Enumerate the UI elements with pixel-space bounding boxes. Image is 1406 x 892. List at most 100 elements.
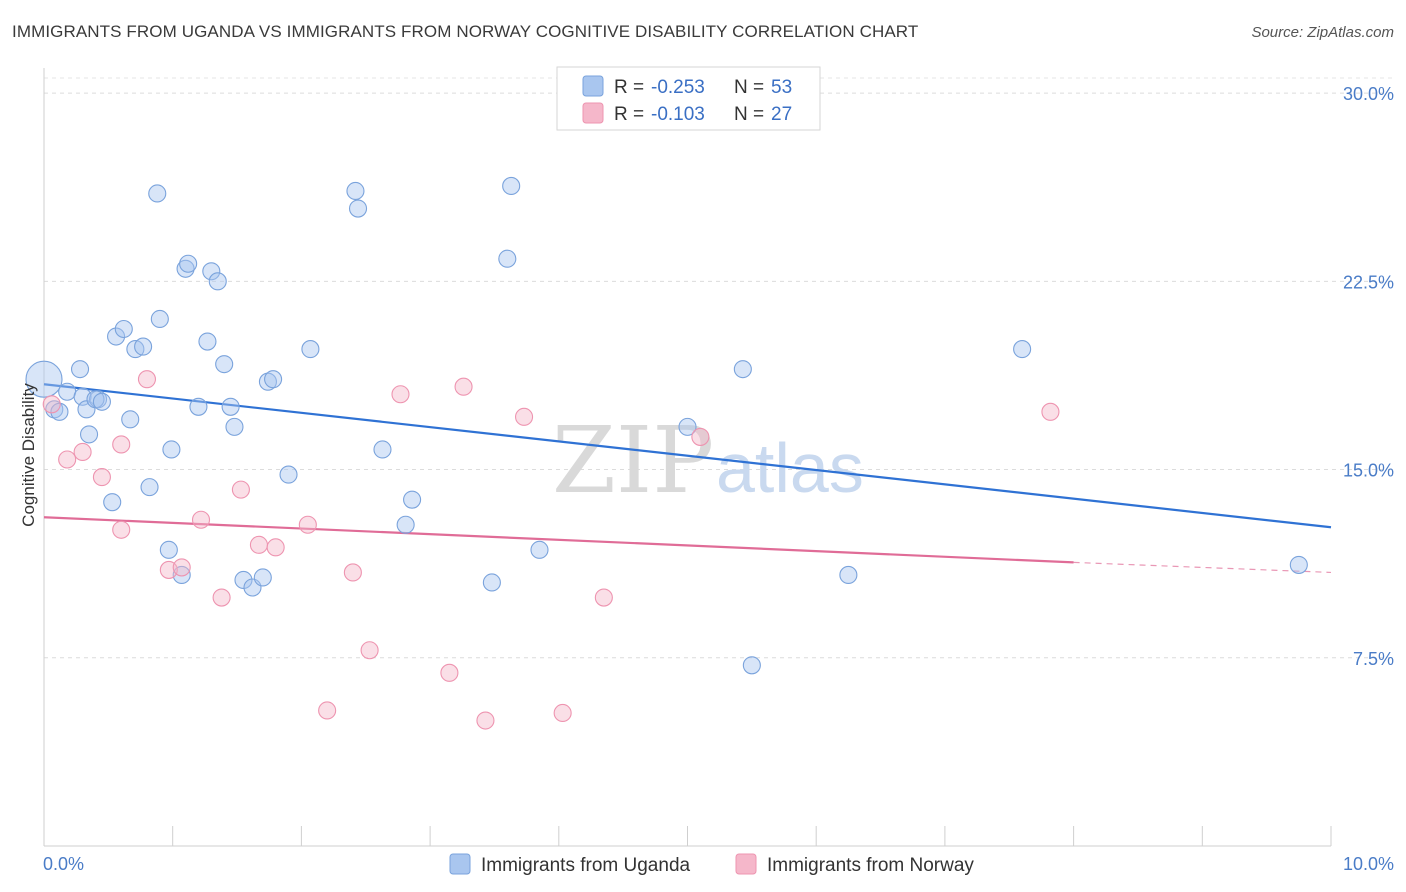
data-point-norway	[691, 427, 710, 446]
data-point-norway	[298, 515, 317, 534]
legend-r-label-uganda: R =	[614, 77, 644, 98]
data-point-uganda	[279, 465, 298, 484]
data-point-uganda	[70, 360, 90, 379]
top-legend: R = -0.253 N = 53 R = -0.103 N = 27	[556, 66, 821, 131]
watermark: ZIP atlas	[552, 407, 864, 514]
bottom-legend-swatch-uganda	[449, 853, 471, 875]
data-point-norway	[360, 641, 379, 660]
data-point-norway	[73, 442, 92, 462]
data-point-uganda	[114, 319, 133, 339]
data-point-uganda	[258, 372, 277, 391]
data-point-uganda	[502, 176, 521, 196]
data-point-uganda	[79, 425, 99, 444]
grid-layer	[44, 77, 1394, 659]
data-point-norway	[318, 701, 337, 720]
data-point-norway	[454, 377, 473, 396]
data-point-norway	[440, 663, 459, 682]
data-point-uganda	[530, 540, 549, 559]
bottom-legend-label-norway: Immigrants from Norway	[767, 855, 974, 876]
data-point-uganda	[121, 410, 140, 429]
y-tick-label: 22.5%	[1343, 272, 1394, 292]
watermark-zip: ZIP	[552, 407, 714, 514]
data-point-uganda	[346, 181, 365, 201]
data-point-uganda	[150, 309, 169, 329]
data-point-uganda	[107, 327, 126, 346]
data-point-uganda	[403, 490, 422, 509]
data-point-uganda	[1013, 340, 1032, 359]
bottom-legend: Immigrants from Uganda Immigrants from N…	[449, 853, 974, 876]
trend-line-extension-norway	[1073, 561, 1332, 574]
data-point-norway	[112, 435, 131, 454]
data-point-uganda	[92, 392, 111, 411]
data-point-uganda	[208, 272, 227, 291]
trend-layer	[43, 383, 1332, 574]
data-point-norway	[343, 563, 362, 582]
data-point-norway	[112, 520, 131, 539]
data-point-norway	[231, 480, 250, 499]
legend-r-value-norway: -0.103	[651, 104, 705, 125]
legend-swatch-uganda	[582, 75, 604, 97]
data-point-norway	[191, 510, 211, 529]
legend-r-label-norway: R =	[614, 104, 644, 125]
data-point-norway	[476, 711, 495, 730]
trend-line-uganda	[43, 383, 1332, 529]
data-point-norway	[266, 538, 285, 557]
data-point-norway	[594, 588, 613, 607]
legend-r-value-uganda: -0.253	[651, 77, 705, 98]
data-point-uganda	[25, 360, 63, 398]
data-point-uganda	[179, 254, 198, 273]
data-point-uganda	[103, 493, 122, 512]
data-point-uganda	[373, 440, 392, 459]
source-credit: Source: ZipAtlas.com	[1251, 24, 1394, 41]
data-point-uganda	[348, 199, 368, 218]
point-layer	[25, 176, 1308, 730]
data-point-uganda	[234, 570, 253, 590]
data-point-uganda	[58, 382, 77, 401]
y-tick-label: 15.0%	[1343, 461, 1394, 481]
data-point-norway	[1041, 402, 1060, 421]
data-point-norway	[391, 385, 410, 404]
data-point-uganda	[498, 249, 517, 268]
data-point-uganda	[301, 340, 320, 359]
data-point-uganda	[202, 262, 221, 281]
y-tick-label: 7.5%	[1353, 649, 1394, 669]
data-point-uganda	[189, 397, 208, 416]
data-point-uganda	[50, 402, 69, 421]
x-tick-label-min: 0.0%	[43, 854, 84, 874]
data-point-norway	[249, 535, 268, 554]
data-point-uganda	[134, 337, 153, 356]
data-point-norway	[212, 588, 231, 607]
data-point-uganda	[159, 540, 178, 559]
x-tick-label-max: 10.0%	[1343, 854, 1394, 874]
data-point-uganda	[733, 360, 752, 379]
chart-title: IMMIGRANTS FROM UGANDA VS IMMIGRANTS FRO…	[12, 22, 919, 41]
data-point-norway	[553, 703, 572, 723]
data-point-uganda	[45, 400, 64, 419]
axis-layer: 7.5% 15.0% 22.5% 30.0%	[43, 68, 1394, 847]
y-axis-title: Cognitive Disability	[19, 383, 38, 527]
data-point-uganda	[215, 355, 234, 374]
data-point-uganda	[839, 565, 858, 585]
trend-line-norway	[43, 516, 1074, 564]
data-point-uganda	[396, 515, 415, 534]
data-point-norway	[92, 468, 111, 487]
data-point-norway	[42, 395, 61, 414]
data-point-uganda	[140, 478, 159, 497]
legend-n-label-norway: N =	[734, 104, 764, 125]
data-point-uganda	[482, 573, 501, 592]
bottom-legend-label-uganda: Immigrants from Uganda	[481, 855, 691, 876]
data-point-norway	[58, 450, 77, 469]
data-point-uganda	[162, 440, 181, 459]
data-point-uganda	[742, 656, 761, 675]
data-point-norway	[515, 407, 534, 426]
legend-swatch-norway	[582, 102, 604, 124]
legend-n-value-norway: 27	[771, 104, 792, 125]
data-point-uganda	[77, 400, 96, 419]
bottom-legend-swatch-norway	[735, 853, 757, 875]
data-point-uganda	[1289, 555, 1308, 574]
data-point-uganda	[253, 568, 272, 587]
legend-n-label-uganda: N =	[734, 77, 764, 98]
data-point-norway	[137, 370, 157, 389]
data-point-norway	[172, 558, 191, 577]
